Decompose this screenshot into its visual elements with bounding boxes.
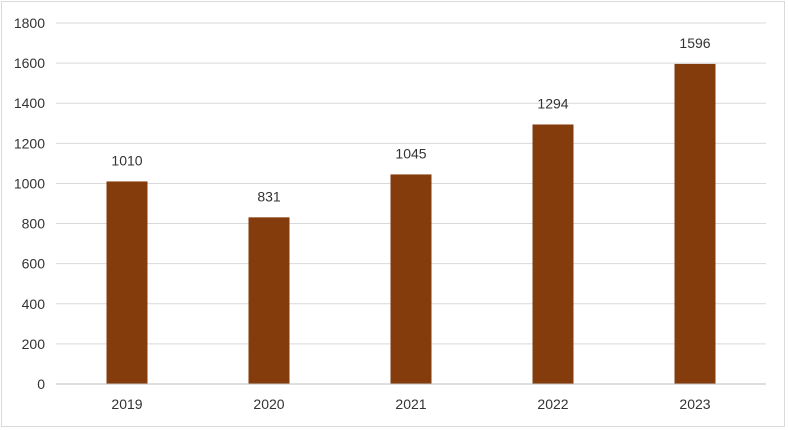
data-label-2020: 831 bbox=[257, 188, 281, 204]
y-tick-label-1000: 1000 bbox=[14, 175, 45, 191]
data-label-2022: 1294 bbox=[537, 95, 568, 111]
y-tick-label-1200: 1200 bbox=[14, 135, 45, 151]
x-tick-label-2021: 2021 bbox=[395, 396, 426, 412]
y-tick-label-1600: 1600 bbox=[14, 55, 45, 71]
data-label-2023: 1596 bbox=[679, 35, 710, 51]
bar-2020 bbox=[248, 217, 290, 384]
bars bbox=[106, 63, 716, 385]
y-tick-label-1400: 1400 bbox=[14, 95, 45, 111]
y-tick-label-200: 200 bbox=[22, 336, 46, 352]
gridlines bbox=[56, 22, 766, 345]
y-tick-label-400: 400 bbox=[22, 296, 46, 312]
y-tick-label-1800: 1800 bbox=[14, 15, 45, 31]
y-tick-label-0: 0 bbox=[37, 376, 45, 392]
x-axis-ticks: 2019 2020 2021 2022 2023 bbox=[111, 396, 710, 412]
data-label-2019: 1010 bbox=[111, 152, 142, 168]
y-tick-label-600: 600 bbox=[22, 256, 46, 272]
data-labels: 1010 831 1045 1294 1596 bbox=[111, 35, 710, 204]
x-tick-label-2023: 2023 bbox=[679, 396, 710, 412]
x-tick-label-2022: 2022 bbox=[537, 396, 568, 412]
y-axis-ticks: 0 200 400 600 800 1000 1200 1400 1600 1800 bbox=[14, 15, 45, 392]
x-tick-label-2019: 2019 bbox=[111, 396, 142, 412]
bar-2019 bbox=[106, 181, 148, 384]
bar-2023 bbox=[674, 63, 716, 385]
y-tick-label-800: 800 bbox=[22, 216, 46, 232]
x-tick-label-2020: 2020 bbox=[253, 396, 284, 412]
bar-2022 bbox=[532, 124, 574, 384]
data-label-2021: 1045 bbox=[395, 145, 426, 161]
bar-2021 bbox=[390, 174, 432, 384]
